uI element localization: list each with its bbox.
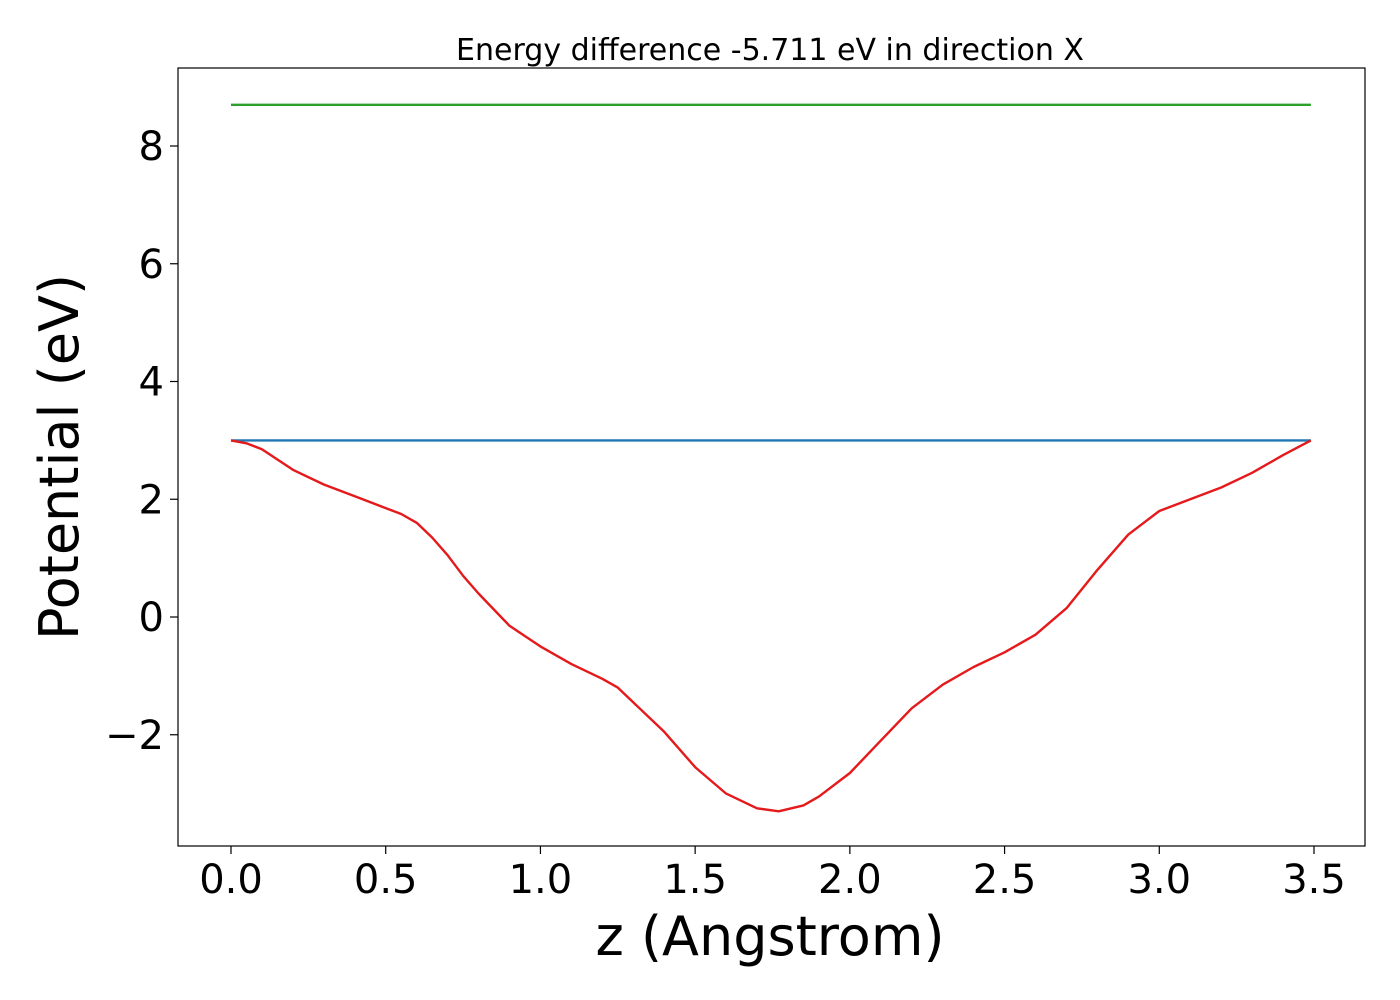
series-line-2	[230, 439, 1312, 813]
x-tick-label: 0.5	[354, 857, 418, 903]
y-axis-ticks: −2 0 2 4 6 8	[105, 124, 178, 759]
x-axis-ticks: 0.0 0.5 1.0 1.5 2.0 2.5 3.0 3.5	[199, 846, 1346, 903]
y-tick-label: 0	[139, 595, 164, 641]
plot-area-frame	[177, 67, 1366, 847]
series-layer	[230, 103, 1312, 813]
y-tick-label: 2	[139, 477, 164, 523]
y-axis-label: Potential (eV)	[28, 274, 91, 640]
x-tick-label: 3.5	[1282, 857, 1346, 903]
x-tick-label: 0.0	[199, 857, 263, 903]
x-tick-label: 1.0	[509, 857, 573, 903]
x-tick-label: 1.5	[663, 857, 727, 903]
chart-title: Energy difference -5.711 eV in direction…	[456, 33, 1084, 68]
x-tick-label: 2.5	[973, 857, 1037, 903]
y-tick-label: 6	[139, 242, 164, 288]
y-tick-label: 4	[139, 360, 164, 406]
x-tick-label: 2.0	[818, 857, 882, 903]
y-tick-label: 8	[139, 124, 164, 170]
x-axis-label: z (Angstrom)	[595, 905, 944, 968]
x-tick-label: 3.0	[1127, 857, 1191, 903]
y-tick-label: −2	[105, 713, 164, 759]
